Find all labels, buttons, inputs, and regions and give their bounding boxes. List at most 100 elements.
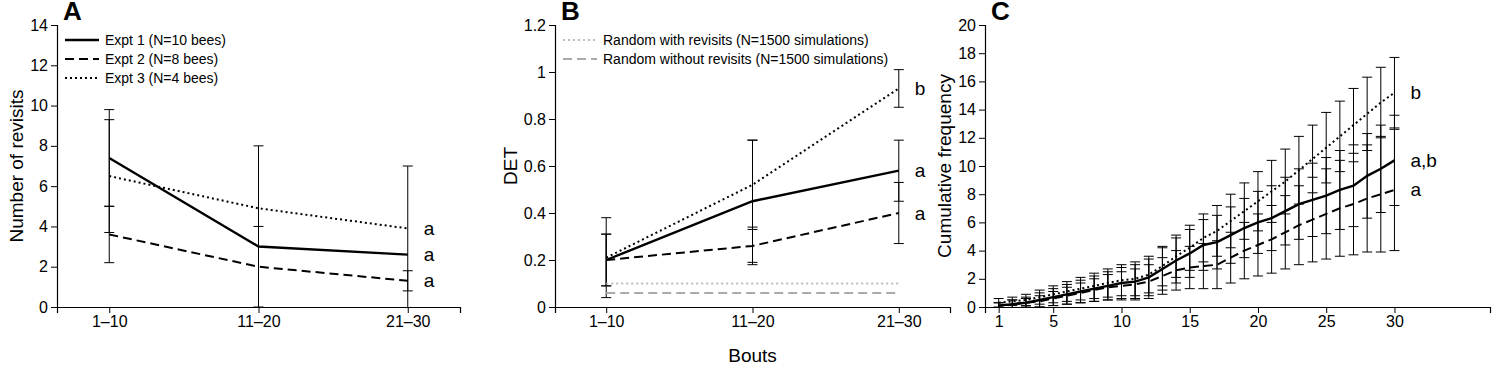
x-tick: 11–20	[237, 307, 280, 330]
error-bar-part	[1035, 307, 1045, 308]
x-axis-line	[58, 308, 461, 314]
error-bar-part	[1066, 282, 1067, 302]
series-line	[606, 283, 899, 285]
error-bar	[104, 120, 114, 233]
y-tick-label: 4	[967, 242, 976, 259]
error-bar-part	[1062, 301, 1072, 302]
error-bar-part	[1349, 254, 1359, 255]
error-bar-part	[1253, 171, 1263, 172]
y-tick-label: 14	[958, 101, 976, 118]
y-tick-mark	[549, 166, 555, 167]
x-tick: 1–10	[92, 307, 128, 330]
y-tick-mark	[549, 213, 555, 214]
y-tick-label: 8	[967, 186, 976, 203]
y-tick-label: 12	[958, 129, 976, 146]
x-tick-label: 25	[1318, 313, 1336, 330]
error-bar	[748, 227, 758, 265]
error-bar	[1007, 297, 1017, 305]
error-bar	[1335, 101, 1345, 172]
error-bar-part	[1171, 235, 1181, 236]
panel-title: A	[63, 0, 82, 26]
y-tick-label: 1.2	[524, 17, 546, 34]
error-bar-part	[601, 217, 611, 218]
error-bar	[1389, 57, 1399, 128]
error-bar-part	[1362, 150, 1372, 151]
y-tick: 4	[967, 242, 985, 259]
legend-swatch	[65, 58, 99, 60]
error-bar-part	[1267, 273, 1277, 274]
error-bar-part	[1389, 127, 1399, 128]
panel: 00.20.40.60.811.21–1011–2021–30BDETBouts…	[500, 0, 951, 366]
error-bar-part	[898, 70, 899, 108]
y-tick-label: 18	[958, 45, 976, 62]
y-tick: 8	[967, 186, 985, 203]
y-tick: 0.4	[524, 205, 555, 222]
error-bar-part	[1048, 305, 1058, 306]
error-bar	[1253, 172, 1263, 231]
legend: Expt 1 (N=10 bees)Expt 2 (N=8 bees)Expt …	[65, 32, 226, 86]
significance-letter: b	[1410, 82, 1421, 103]
error-bar-part	[1162, 246, 1163, 285]
error-bar-part	[1226, 247, 1236, 248]
panel: 024681012141–1011–2021–30ANumber of revi…	[6, 0, 461, 347]
error-bar-part	[109, 120, 110, 233]
y-tick: 12	[958, 129, 985, 146]
x-tick-mark	[109, 307, 110, 313]
y-tick-label: 0	[967, 299, 976, 316]
y-axis-line	[979, 26, 986, 308]
error-bar-part	[254, 145, 264, 146]
x-axis: 1–1011–2021–30	[556, 307, 951, 330]
error-bar-part	[104, 119, 114, 120]
error-bar	[601, 218, 611, 298]
y-tick: 0	[537, 299, 555, 316]
x-tick-label: 15	[1181, 313, 1199, 330]
error-bar-part	[1035, 307, 1045, 308]
error-bar-part	[1217, 205, 1218, 256]
y-tick-label: 1	[537, 64, 546, 81]
x-tick-label: 5	[1049, 313, 1058, 330]
y-tick: 14	[30, 17, 57, 34]
error-bar	[1021, 294, 1031, 305]
error-bar-part	[1267, 160, 1277, 161]
error-bar-part	[1257, 172, 1258, 231]
error-bar-part	[1103, 268, 1113, 269]
series-line	[606, 292, 899, 294]
y-tick: 0.8	[524, 111, 555, 128]
error-bar-part	[1048, 305, 1058, 306]
y-tick: 14	[958, 101, 985, 118]
y-tick-mark	[979, 81, 985, 82]
error-bar-part	[1394, 57, 1395, 128]
series-line	[999, 160, 1395, 305]
error-bar-part	[1212, 288, 1222, 289]
error-bar-part	[1007, 308, 1017, 309]
y-tick-label: 2	[39, 258, 48, 275]
y-tick: 0.6	[524, 158, 555, 175]
error-bar-part	[1076, 299, 1086, 300]
error-bar	[1349, 153, 1359, 255]
error-bar-part	[1285, 149, 1286, 214]
y-tick-label: 6	[39, 178, 48, 195]
x-tick-mark	[1326, 307, 1327, 313]
error-bar	[1280, 149, 1290, 214]
error-bar-part	[1280, 149, 1290, 150]
error-bar-part	[1103, 297, 1113, 298]
y-tick: 16	[958, 73, 985, 90]
error-bar-part	[1389, 57, 1399, 58]
x-tick: 10	[1113, 307, 1131, 330]
error-bar-part	[894, 69, 904, 70]
error-bar-part	[606, 218, 607, 298]
error-bar-part	[1294, 136, 1304, 137]
y-tick: 0	[39, 299, 57, 316]
figure: 024681012141–1011–2021–30ANumber of revi…	[0, 0, 1510, 372]
significance-letter: a	[915, 160, 926, 181]
error-bar-part	[894, 107, 904, 108]
y-tick: 10	[958, 158, 985, 175]
error-bar	[1062, 282, 1072, 302]
y-tick: 1.2	[524, 17, 555, 34]
error-bar	[1035, 290, 1045, 304]
series-line	[999, 190, 1395, 306]
error-bar-part	[1339, 101, 1340, 172]
x-axis-title: Bouts	[728, 345, 777, 366]
error-bar	[1376, 136, 1386, 252]
error-bar-part	[1280, 213, 1290, 214]
